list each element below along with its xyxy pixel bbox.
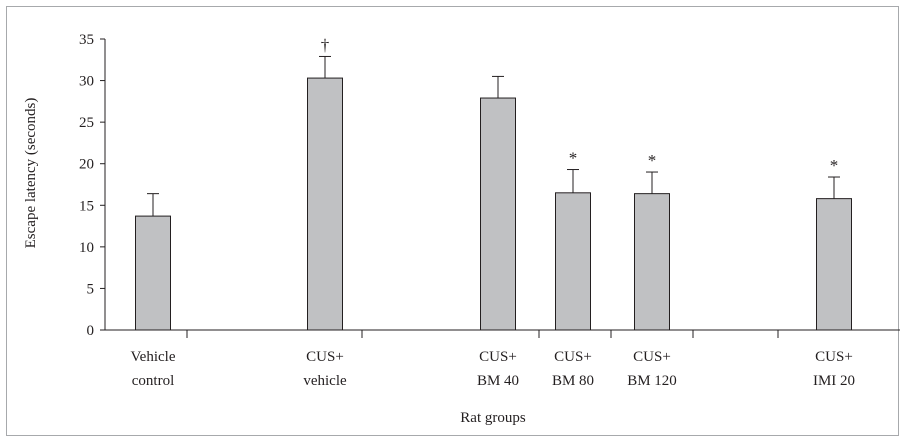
bar-1	[307, 77, 343, 331]
category-label-1-line2: vehicle	[303, 373, 347, 389]
y-tick-label-4: 20	[79, 157, 94, 173]
category-label-0-line2: control	[132, 373, 175, 389]
bar-5	[816, 198, 852, 331]
x-axis	[105, 329, 900, 338]
x-axis-title: Rat groups	[460, 410, 526, 426]
bar-2	[480, 97, 516, 331]
y-tick-label-2: 10	[79, 240, 94, 256]
bar-group-3: * CUS+ BM 80	[552, 149, 594, 389]
y-axis-title: Escape latency (seconds)	[23, 98, 39, 249]
bar-group-4: * CUS+ BM 120	[627, 151, 677, 389]
y-tick-label-6: 30	[79, 74, 94, 90]
bar-group-5: * CUS+ IMI 20	[813, 156, 855, 389]
chart-frame: 0 5 10 15 20 25 30 35 Vehicle control † CUS+ vehicl…	[6, 6, 900, 436]
bar-0	[135, 215, 171, 331]
category-label-3-line1: CUS+	[554, 349, 592, 365]
y-tick-label-5: 25	[79, 115, 94, 131]
significance-marker-1: †	[321, 35, 330, 54]
category-label-2-line1: CUS+	[479, 349, 517, 365]
y-tick-label-7: 35	[79, 32, 94, 48]
y-tick-label-0: 0	[87, 323, 95, 339]
bars: Vehicle control † CUS+ vehicle CUS+ BM 40 * CUS+…	[131, 35, 856, 389]
significance-marker-5: *	[830, 156, 839, 175]
y-tick-label-1: 5	[87, 281, 95, 297]
category-label-0-line1: Vehicle	[131, 349, 176, 365]
significance-marker-3: *	[569, 149, 578, 168]
category-label-3-line2: BM 80	[552, 373, 594, 389]
category-label-2-line2: BM 40	[477, 373, 519, 389]
bar-group-2: CUS+ BM 40	[477, 75, 519, 389]
bar-group-0: Vehicle control	[131, 193, 176, 389]
category-label-5-line2: IMI 20	[813, 373, 855, 389]
bar-group-1: † CUS+ vehicle	[303, 35, 347, 389]
bar-3	[555, 192, 591, 331]
y-axis: 0 5 10 15 20 25 30 35	[79, 32, 106, 339]
category-label-1-line1: CUS+	[306, 349, 344, 365]
significance-marker-4: *	[648, 151, 657, 170]
y-tick-label-3: 15	[79, 198, 94, 214]
bar-chart: 0 5 10 15 20 25 30 35 Vehicle control † CUS+ vehicl…	[23, 32, 900, 426]
category-label-4-line2: BM 120	[627, 373, 677, 389]
category-label-5-line1: CUS+	[815, 349, 853, 365]
category-label-4-line1: CUS+	[633, 349, 671, 365]
bar-4	[634, 193, 670, 331]
